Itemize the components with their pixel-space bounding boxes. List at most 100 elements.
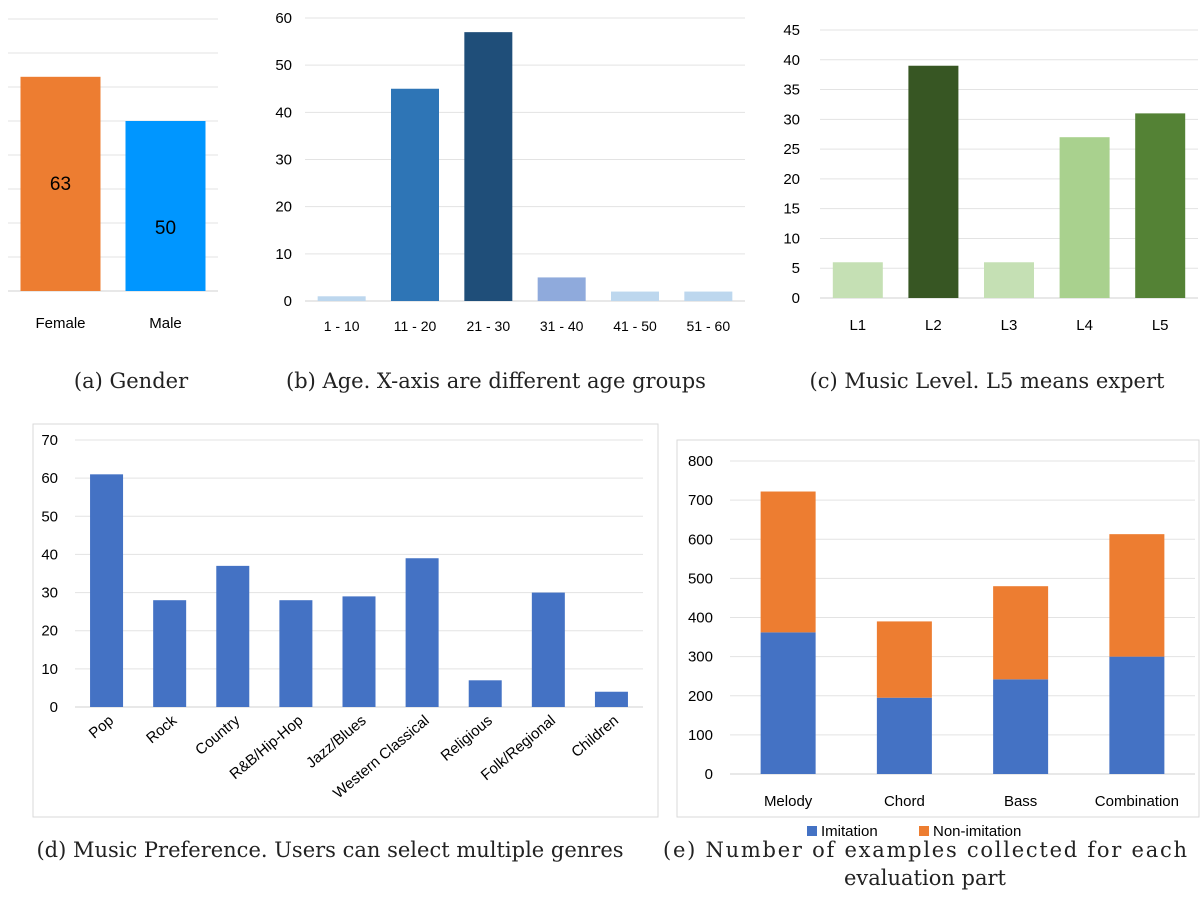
x-tick-label: Children [568, 712, 622, 761]
data-label: 50 [155, 218, 176, 239]
caption-e-line2: evaluation part [844, 866, 1007, 890]
bar-pop [90, 474, 124, 707]
x-tick-label: L3 [1001, 317, 1018, 334]
y-tick-label: 700 [688, 492, 713, 509]
bar-1-10 [317, 296, 366, 301]
chart-age: 0 10 20 30 40 50 60 1 - 10 11 - 20 21 - 30 31 - 40… [275, 10, 745, 334]
bar-r-b-hip-hop [279, 600, 313, 707]
y-tick-label: 15 [783, 201, 800, 218]
bar-jazz-blues [342, 596, 376, 707]
bar-non-imitation-bass [993, 586, 1049, 680]
y-tick-label: 10 [41, 661, 58, 678]
y-tick-label: 40 [275, 104, 292, 121]
legend-swatch-non-imitation [919, 826, 929, 836]
bar-male [125, 121, 206, 291]
y-tick-label: 70 [41, 432, 58, 449]
legend-label: Non-imitation [933, 823, 1021, 840]
x-tick-label: Rock [143, 712, 180, 747]
bar-non-imitation-melody [760, 491, 816, 633]
x-tick-label: Bass [1004, 793, 1037, 810]
y-tick-label: 200 [688, 688, 713, 705]
bar-imitation-combination [1109, 656, 1165, 774]
caption-e-line1: (e) Number of examples collected for eac… [663, 838, 1187, 862]
y-tick-label: 800 [688, 453, 713, 470]
y-tick-label: 5 [792, 260, 800, 277]
y-tick-label: 600 [688, 531, 713, 548]
x-tick-label: L4 [1076, 317, 1093, 334]
x-tick-label: Melody [764, 793, 813, 810]
bar-l3 [984, 262, 1034, 298]
y-tick-label: 100 [688, 727, 713, 744]
bar-female [20, 76, 101, 291]
bar-41-50 [611, 291, 659, 301]
y-tick-label: 0 [50, 699, 58, 716]
y-tick-label: 45 [783, 22, 800, 39]
x-tick-label: L1 [849, 317, 866, 334]
y-tick-label: 25 [783, 141, 800, 158]
y-tick-label: 400 [688, 610, 713, 627]
bar-l4 [1059, 137, 1110, 298]
bar-folk-regional [531, 592, 565, 707]
y-tick-label: 40 [783, 52, 800, 69]
bar-non-imitation-chord [876, 621, 932, 698]
chart-examples: 0 100 200 300 400 500 600 700 800 Melody Chord Bass… [688, 453, 1195, 840]
panel-e-frame [676, 439, 1200, 818]
y-tick-label: 35 [783, 82, 800, 99]
caption-c: (c) Music Level. L5 means expert [810, 369, 1166, 393]
legend-swatch-imitation [807, 826, 817, 836]
x-tick-label: L5 [1152, 317, 1169, 334]
bar-31-40 [537, 277, 586, 301]
y-tick-label: 10 [783, 230, 800, 247]
x-tick-label: 21 - 30 [467, 318, 511, 334]
panel-d-frame [32, 423, 659, 818]
y-tick-label: 10 [275, 246, 292, 263]
x-tick-label: 1 - 10 [324, 318, 360, 334]
x-tick-label: Country [192, 712, 244, 759]
y-tick-label: 30 [275, 152, 292, 169]
y-tick-label: 0 [792, 290, 800, 307]
legend-label: Imitation [821, 823, 878, 840]
caption-d: (d) Music Preference. Users can select m… [36, 838, 623, 862]
bar-non-imitation-combination [1109, 534, 1165, 657]
x-tick-label: 41 - 50 [613, 318, 657, 334]
caption-b: (b) Age. X-axis are different age groups [286, 369, 706, 393]
y-tick-label: 0 [284, 293, 292, 310]
bar-11-20 [391, 88, 439, 301]
bar-western-classical [405, 558, 439, 707]
x-tick-label: 51 - 60 [687, 318, 731, 334]
x-tick-label: Male [149, 315, 182, 332]
chart-level: 0 5 10 15 20 25 30 35 40 45 L1 L2 L3 L4 L5 [783, 22, 1198, 334]
caption-a: (a) Gender [74, 369, 189, 393]
y-tick-label: 50 [275, 57, 292, 74]
x-tick-label: Female [35, 315, 85, 332]
y-tick-label: 0 [705, 766, 713, 783]
y-tick-label: 30 [783, 111, 800, 128]
bar-rock [153, 600, 187, 707]
bar-country [216, 565, 250, 707]
y-tick-label: 500 [688, 570, 713, 587]
data-label: 63 [50, 174, 71, 195]
x-tick-label: Jazz/Blues [303, 712, 370, 772]
y-tick-label: 30 [41, 585, 58, 602]
x-tick-label: 31 - 40 [540, 318, 584, 334]
x-tick-label: Pop [86, 712, 117, 742]
y-tick-label: 60 [275, 10, 292, 27]
bar-imitation-bass [993, 679, 1049, 774]
bar-l1 [832, 262, 883, 298]
y-tick-label: 50 [41, 508, 58, 525]
x-tick-label: 11 - 20 [394, 318, 437, 334]
bar-children [594, 691, 628, 707]
chart-gender: 63 Female 50 Male [8, 18, 218, 332]
bar-51-60 [684, 291, 733, 301]
x-tick-label: Chord [884, 793, 925, 810]
y-tick-label: 40 [41, 546, 58, 563]
y-tick-label: 300 [688, 649, 713, 666]
y-tick-label: 20 [41, 623, 58, 640]
x-tick-label: Combination [1095, 793, 1179, 810]
x-tick-label: L2 [925, 317, 942, 334]
x-tick-label: Religious [438, 712, 496, 765]
bar-l5 [1135, 113, 1186, 298]
bar-imitation-chord [876, 697, 932, 774]
y-tick-label: 20 [783, 171, 800, 188]
